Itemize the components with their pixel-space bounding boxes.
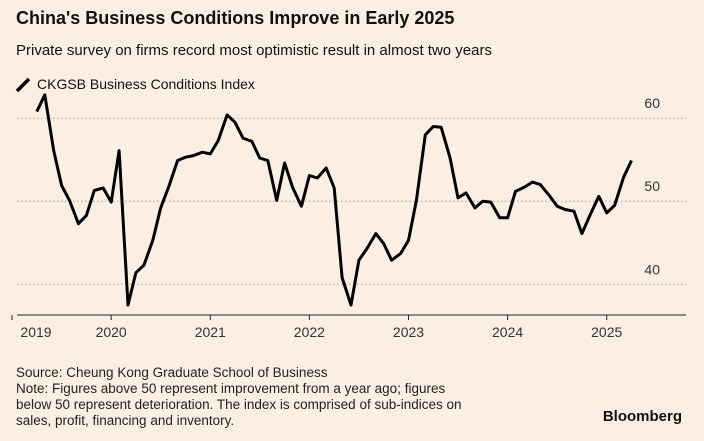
x-tick-label: 2021 (195, 324, 226, 340)
x-tick-label: 2019 (20, 324, 51, 340)
note: Note: Figures above 50 represent improve… (16, 381, 445, 396)
source: Source: Cheung Kong Graduate School of B… (16, 365, 328, 380)
legend-swatch (15, 77, 31, 93)
x-tick-label: 2023 (393, 324, 424, 340)
y-tick-label: 50 (644, 178, 660, 194)
note: sales, profit, financing and inventory. (16, 413, 234, 428)
x-tick-label: 2025 (591, 324, 622, 340)
note: below 50 represent deterioration. The in… (16, 397, 462, 412)
x-tick-label: 2024 (492, 324, 523, 340)
legend-label: CKGSB Business Conditions Index (37, 76, 255, 92)
brand: Bloomberg (603, 408, 682, 425)
x-tick-label: 2020 (96, 324, 127, 340)
chart-title: China's Business Conditions Improve in E… (16, 8, 454, 28)
y-tick-label: 60 (644, 95, 660, 111)
chart-subtitle: Private survey on firms record most opti… (16, 42, 492, 59)
line (35, 93, 633, 307)
y-tick-label: 40 (644, 261, 660, 277)
x-tick-label: 2022 (294, 324, 325, 340)
